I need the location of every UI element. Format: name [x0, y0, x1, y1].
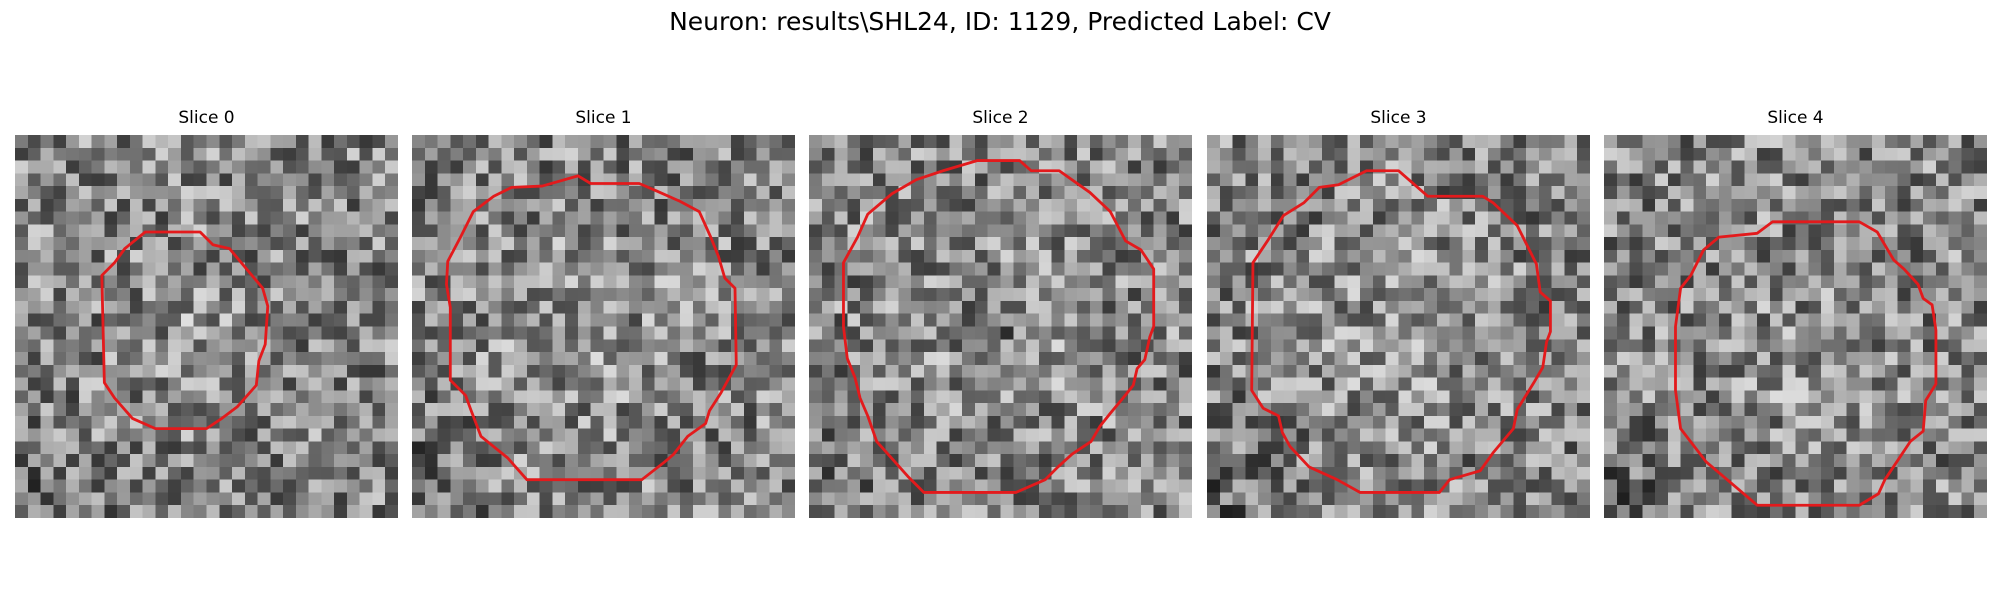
roi-contour — [100, 230, 270, 431]
slice-panel-2: Slice 2 — [809, 108, 1192, 520]
slice-image-0 — [15, 135, 398, 518]
slice-panel-3: Slice 3 — [1207, 108, 1590, 520]
slice-image-1 — [412, 135, 795, 518]
noise-pixels — [1604, 135, 1987, 518]
noise-pixels — [15, 135, 398, 518]
slice-title-4: Slice 4 — [1767, 108, 1824, 128]
slice-title-3: Slice 3 — [1370, 108, 1427, 128]
roi-contour — [1674, 220, 1938, 507]
slice-image-3 — [1207, 135, 1590, 518]
slice-panel-4: Slice 4 — [1604, 108, 1987, 520]
noise-pixels — [1207, 135, 1590, 518]
noise-pixels — [809, 135, 1192, 518]
noise-pixels — [412, 135, 795, 518]
slice-panel-1: Slice 1 — [412, 108, 795, 520]
slice-image-2 — [809, 135, 1192, 518]
roi-contour — [842, 159, 1156, 494]
figure-title: Neuron: results\SHL24, ID: 1129, Predict… — [669, 7, 1331, 36]
slice-title-0: Slice 0 — [178, 108, 235, 128]
slice-panel-0: Slice 0 — [15, 108, 398, 520]
slice-title-2: Slice 2 — [972, 108, 1029, 128]
roi-contour — [445, 174, 738, 482]
roi-contour — [1250, 169, 1552, 494]
slice-title-1: Slice 1 — [575, 108, 632, 128]
slice-image-4 — [1604, 135, 1987, 518]
